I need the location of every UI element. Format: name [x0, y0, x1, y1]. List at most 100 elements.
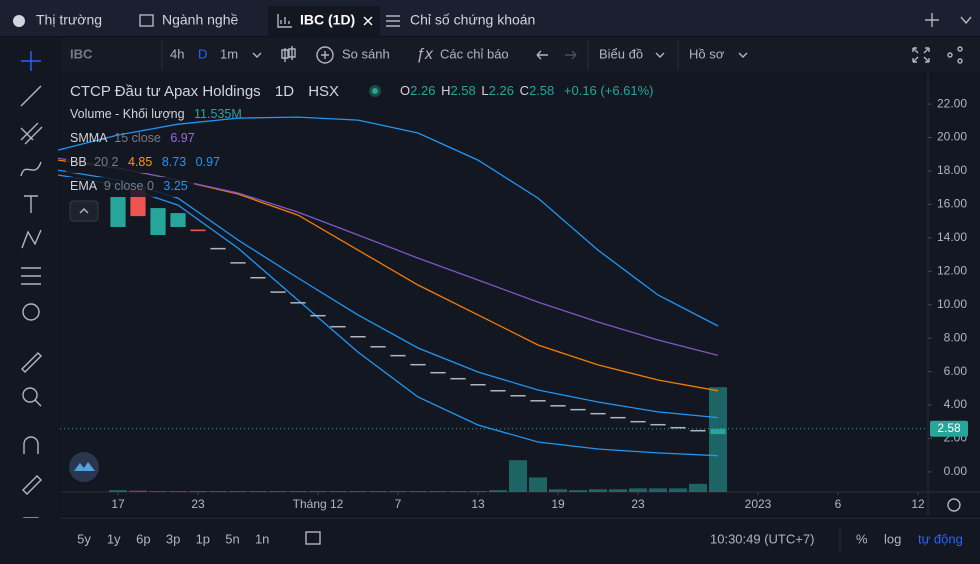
redo[interactable] — [565, 50, 577, 60]
indicators[interactable]: Các chỉ báo — [440, 46, 509, 61]
volume-bar — [269, 491, 287, 492]
x-tick-label: 23 — [191, 497, 205, 511]
share[interactable] — [947, 52, 953, 58]
zoom — [34, 399, 42, 407]
logo — [74, 462, 95, 471]
lock-draw[interactable] — [22, 475, 42, 495]
auto-scale[interactable]: tự động — [918, 531, 963, 546]
volume-bar — [649, 488, 667, 492]
compare[interactable]: So sánh — [342, 46, 390, 61]
text-tool[interactable] — [24, 195, 38, 213]
volume-bar — [389, 491, 407, 492]
tab[interactable]: Thị trường — [36, 12, 102, 28]
y-tick-label: 14.00 — [937, 230, 967, 244]
crosshair[interactable] — [21, 51, 41, 71]
range-button[interactable]: 5y — [77, 531, 91, 546]
price-label: 2.58 — [937, 421, 961, 435]
profile[interactable]: Hồ sơ — [689, 46, 725, 61]
bb-line — [57, 116, 719, 327]
legend-bg — [66, 177, 194, 197]
interval[interactable]: D — [198, 46, 207, 61]
volume-bar — [129, 490, 147, 492]
range-button[interactable]: 5n — [225, 531, 239, 546]
x-tick-label: Tháng 12 — [293, 497, 344, 511]
ohlc-letter: O — [400, 83, 410, 98]
magnet[interactable] — [23, 436, 39, 454]
fullscreen[interactable] — [912, 47, 930, 63]
ruler[interactable] — [21, 352, 42, 373]
zoom[interactable] — [22, 387, 38, 403]
x-tick-label: 7 — [395, 497, 402, 511]
volume-bar — [209, 491, 227, 492]
volume-bar — [289, 491, 307, 492]
ohlc-value: 2.26 — [489, 83, 514, 98]
chart-type[interactable]: Biểu đồ — [599, 46, 643, 61]
legend-params: 20 2 — [94, 155, 118, 169]
volume-bar — [309, 491, 327, 492]
legend-name: Volume - Khối lượng — [70, 107, 185, 121]
settings[interactable] — [947, 498, 961, 512]
range-button[interactable]: 1p — [196, 531, 210, 546]
close-tab[interactable] — [363, 16, 373, 26]
legend-bg — [66, 153, 214, 173]
chart-style[interactable] — [281, 46, 296, 62]
volume-bar — [249, 491, 267, 492]
interval[interactable]: 1m — [220, 46, 238, 61]
log-scale[interactable]: log — [884, 531, 901, 546]
candle-body — [390, 354, 406, 357]
candle-body — [230, 262, 246, 264]
candle-body — [590, 412, 606, 415]
ema-legend: EMA 9 close 0 3.25 — [70, 179, 188, 193]
volume-bar — [509, 460, 527, 492]
volume-bar — [449, 491, 467, 492]
volume-bar — [629, 488, 647, 492]
fib[interactable] — [20, 122, 43, 145]
pattern[interactable] — [21, 229, 42, 249]
volume-bar — [149, 491, 167, 492]
price-axis — [928, 74, 980, 516]
price-label-bg — [930, 420, 968, 437]
interval[interactable]: 4h — [170, 46, 184, 61]
x-tick-label: 13 — [471, 497, 485, 511]
candle-body — [690, 429, 706, 432]
add-tab[interactable] — [925, 13, 939, 27]
range-button[interactable]: 3p — [166, 531, 180, 546]
trend-line[interactable] — [20, 85, 42, 107]
active-tab[interactable] — [268, 6, 380, 36]
tab-menu[interactable] — [960, 16, 972, 25]
x-tick-label: 6 — [835, 497, 842, 511]
undo[interactable] — [536, 50, 548, 60]
y-tick-label: 20.00 — [937, 130, 967, 144]
candle-body — [310, 314, 326, 317]
ohlc-letter: H — [441, 83, 450, 98]
range-buttons: 5y 1y 6p 3p 1p 5n 1n — [77, 531, 269, 546]
chevron[interactable] — [655, 52, 665, 58]
x-tick-label: 12 — [911, 497, 925, 511]
volume-bar — [569, 490, 587, 492]
range-button[interactable]: 1y — [107, 531, 121, 546]
percent-scale[interactable]: % — [856, 531, 868, 546]
legend-value: 0.97 — [196, 155, 220, 169]
tab[interactable]: Chỉ số chứng khoán — [410, 12, 535, 28]
candle-body — [490, 390, 506, 392]
range-button[interactable]: 1n — [255, 531, 269, 546]
share — [957, 58, 963, 64]
brush[interactable] — [20, 161, 42, 177]
tab[interactable]: Ngành nghề — [162, 12, 239, 28]
ohlc-value: 2.26 — [410, 83, 435, 98]
fx-icon: ƒx — [416, 46, 434, 63]
emoji[interactable] — [22, 303, 40, 321]
range-button[interactable]: 6p — [136, 531, 150, 546]
tab[interactable]: IBC (1D) — [300, 12, 355, 28]
date-range[interactable] — [305, 531, 321, 545]
drawing-toolbar — [0, 37, 59, 564]
chevron[interactable] — [738, 52, 748, 58]
chevron[interactable] — [252, 52, 262, 58]
collapse-legend[interactable] — [69, 200, 99, 222]
x-tick-label: 19 — [551, 497, 565, 511]
logo — [69, 452, 99, 482]
volume-bar — [689, 483, 707, 492]
symbol[interactable]: IBC — [70, 46, 93, 61]
prediction[interactable] — [21, 267, 41, 285]
volume-bar — [489, 490, 507, 492]
